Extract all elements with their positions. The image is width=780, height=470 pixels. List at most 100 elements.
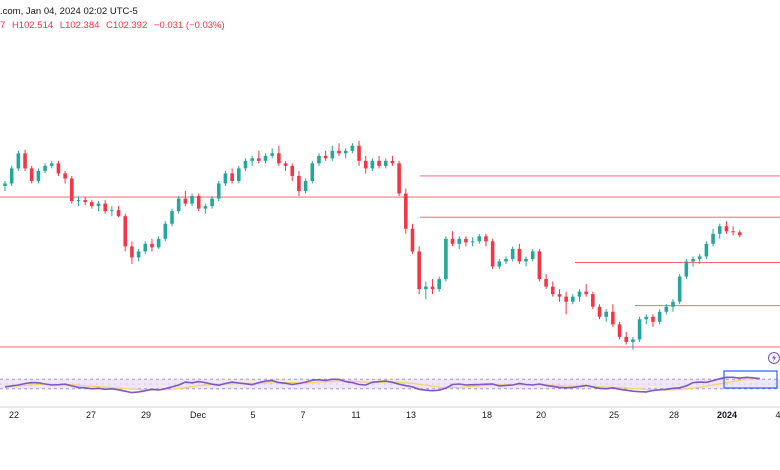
candle-body <box>210 198 214 207</box>
candle-body <box>190 196 194 204</box>
rsi-line <box>4 376 760 394</box>
ohlc-change: −0.031 (−0.03%) <box>153 20 225 31</box>
candle-body <box>577 291 582 297</box>
candle-body <box>490 241 495 267</box>
candle-body <box>437 279 441 290</box>
candle-body <box>450 238 455 244</box>
x-tick-label: 11 <box>351 410 360 420</box>
candle-body <box>377 160 381 166</box>
candle-body <box>470 241 475 243</box>
x-tick-label: Dec <box>190 410 207 420</box>
candle-body <box>63 173 67 179</box>
candle-body <box>123 216 128 247</box>
ohlc-low: L102.384 <box>59 20 100 31</box>
candle-body <box>243 160 248 169</box>
candle-body <box>323 155 328 159</box>
candle-body <box>624 336 629 342</box>
candle-body <box>711 233 715 244</box>
candle-body <box>530 251 535 259</box>
candle-body <box>631 339 635 342</box>
candle-body <box>156 238 161 248</box>
candle-body <box>150 243 154 248</box>
candle-body <box>90 202 94 207</box>
candle-body <box>544 279 548 287</box>
candle-body <box>103 203 107 212</box>
candle-body <box>350 145 355 151</box>
candle-body <box>23 153 27 169</box>
x-tick-label: 25 <box>609 410 619 420</box>
candle-body <box>330 150 335 159</box>
candle-body <box>457 238 462 244</box>
candle-body <box>704 243 709 257</box>
candle-body <box>604 311 608 317</box>
candle-body <box>29 168 34 181</box>
candle-body <box>136 251 141 258</box>
candle-body <box>591 294 595 307</box>
candle-body <box>410 228 415 252</box>
x-tick-label: 18 <box>482 410 492 420</box>
candle-body <box>130 246 134 258</box>
candle-body <box>343 150 348 154</box>
candle-body <box>116 210 121 217</box>
candle-body <box>36 170 41 181</box>
rsi-highlight-box <box>723 370 778 389</box>
candle-body <box>216 183 221 199</box>
candle-body <box>537 251 542 280</box>
candle-body <box>257 158 261 161</box>
candle-body <box>96 203 101 207</box>
candle-body <box>477 236 482 242</box>
candle-body <box>43 165 47 171</box>
candle-body <box>70 178 74 202</box>
candle-body <box>564 296 568 302</box>
candle-body <box>484 236 488 242</box>
candle-body <box>731 231 735 233</box>
candle-body <box>738 232 742 236</box>
candle-body <box>430 286 435 290</box>
candle-body <box>697 256 702 259</box>
candle-body <box>163 223 168 239</box>
candle-body <box>337 150 341 154</box>
x-tick-label: 7 <box>300 410 305 420</box>
x-tick-label: 2024 <box>717 410 737 420</box>
candle-body <box>49 163 54 166</box>
candle-body <box>397 163 401 194</box>
ohlc-readout: 7 H102.514 L102.384 C102.392 −0.031 (−0.… <box>0 20 229 31</box>
candle-body <box>110 210 114 212</box>
candle-body <box>557 294 562 297</box>
candle-body <box>56 163 61 174</box>
candle-body <box>317 155 321 164</box>
candle-body <box>504 258 508 262</box>
candle-body <box>664 306 669 312</box>
candle-body <box>277 153 281 164</box>
candle-body <box>237 168 241 181</box>
candle-body <box>464 238 468 243</box>
x-tick-label: 27 <box>86 410 96 420</box>
candle-body <box>76 200 81 202</box>
candle-body <box>637 319 642 340</box>
x-tick-label: 5 <box>250 410 255 420</box>
candle-body <box>644 316 649 320</box>
rsi-ma-line <box>4 377 760 391</box>
candle-body <box>657 311 662 322</box>
candle-body <box>263 155 268 161</box>
candle-body <box>390 160 395 164</box>
candle-body <box>303 180 308 192</box>
ohlc-open-tail: 7 <box>0 20 6 31</box>
candle-body <box>517 248 522 262</box>
candle-body <box>383 160 388 166</box>
candle-body <box>176 198 181 212</box>
ohlc-close: C102.392 <box>106 20 148 31</box>
candle-body <box>290 165 295 176</box>
candle-body <box>684 261 689 277</box>
candle-body <box>417 251 421 290</box>
x-tick-label: 4 <box>775 410 780 420</box>
candle-body <box>297 175 301 192</box>
candle-body <box>571 296 575 302</box>
x-tick-label: 22 <box>9 410 19 420</box>
candle-body <box>270 153 274 156</box>
source-date-text: .com, Jan 04, 2024 02:02 UTC-5 <box>0 6 138 17</box>
candle-body <box>230 173 234 181</box>
candle-body <box>283 163 288 166</box>
candle-body <box>524 258 528 262</box>
